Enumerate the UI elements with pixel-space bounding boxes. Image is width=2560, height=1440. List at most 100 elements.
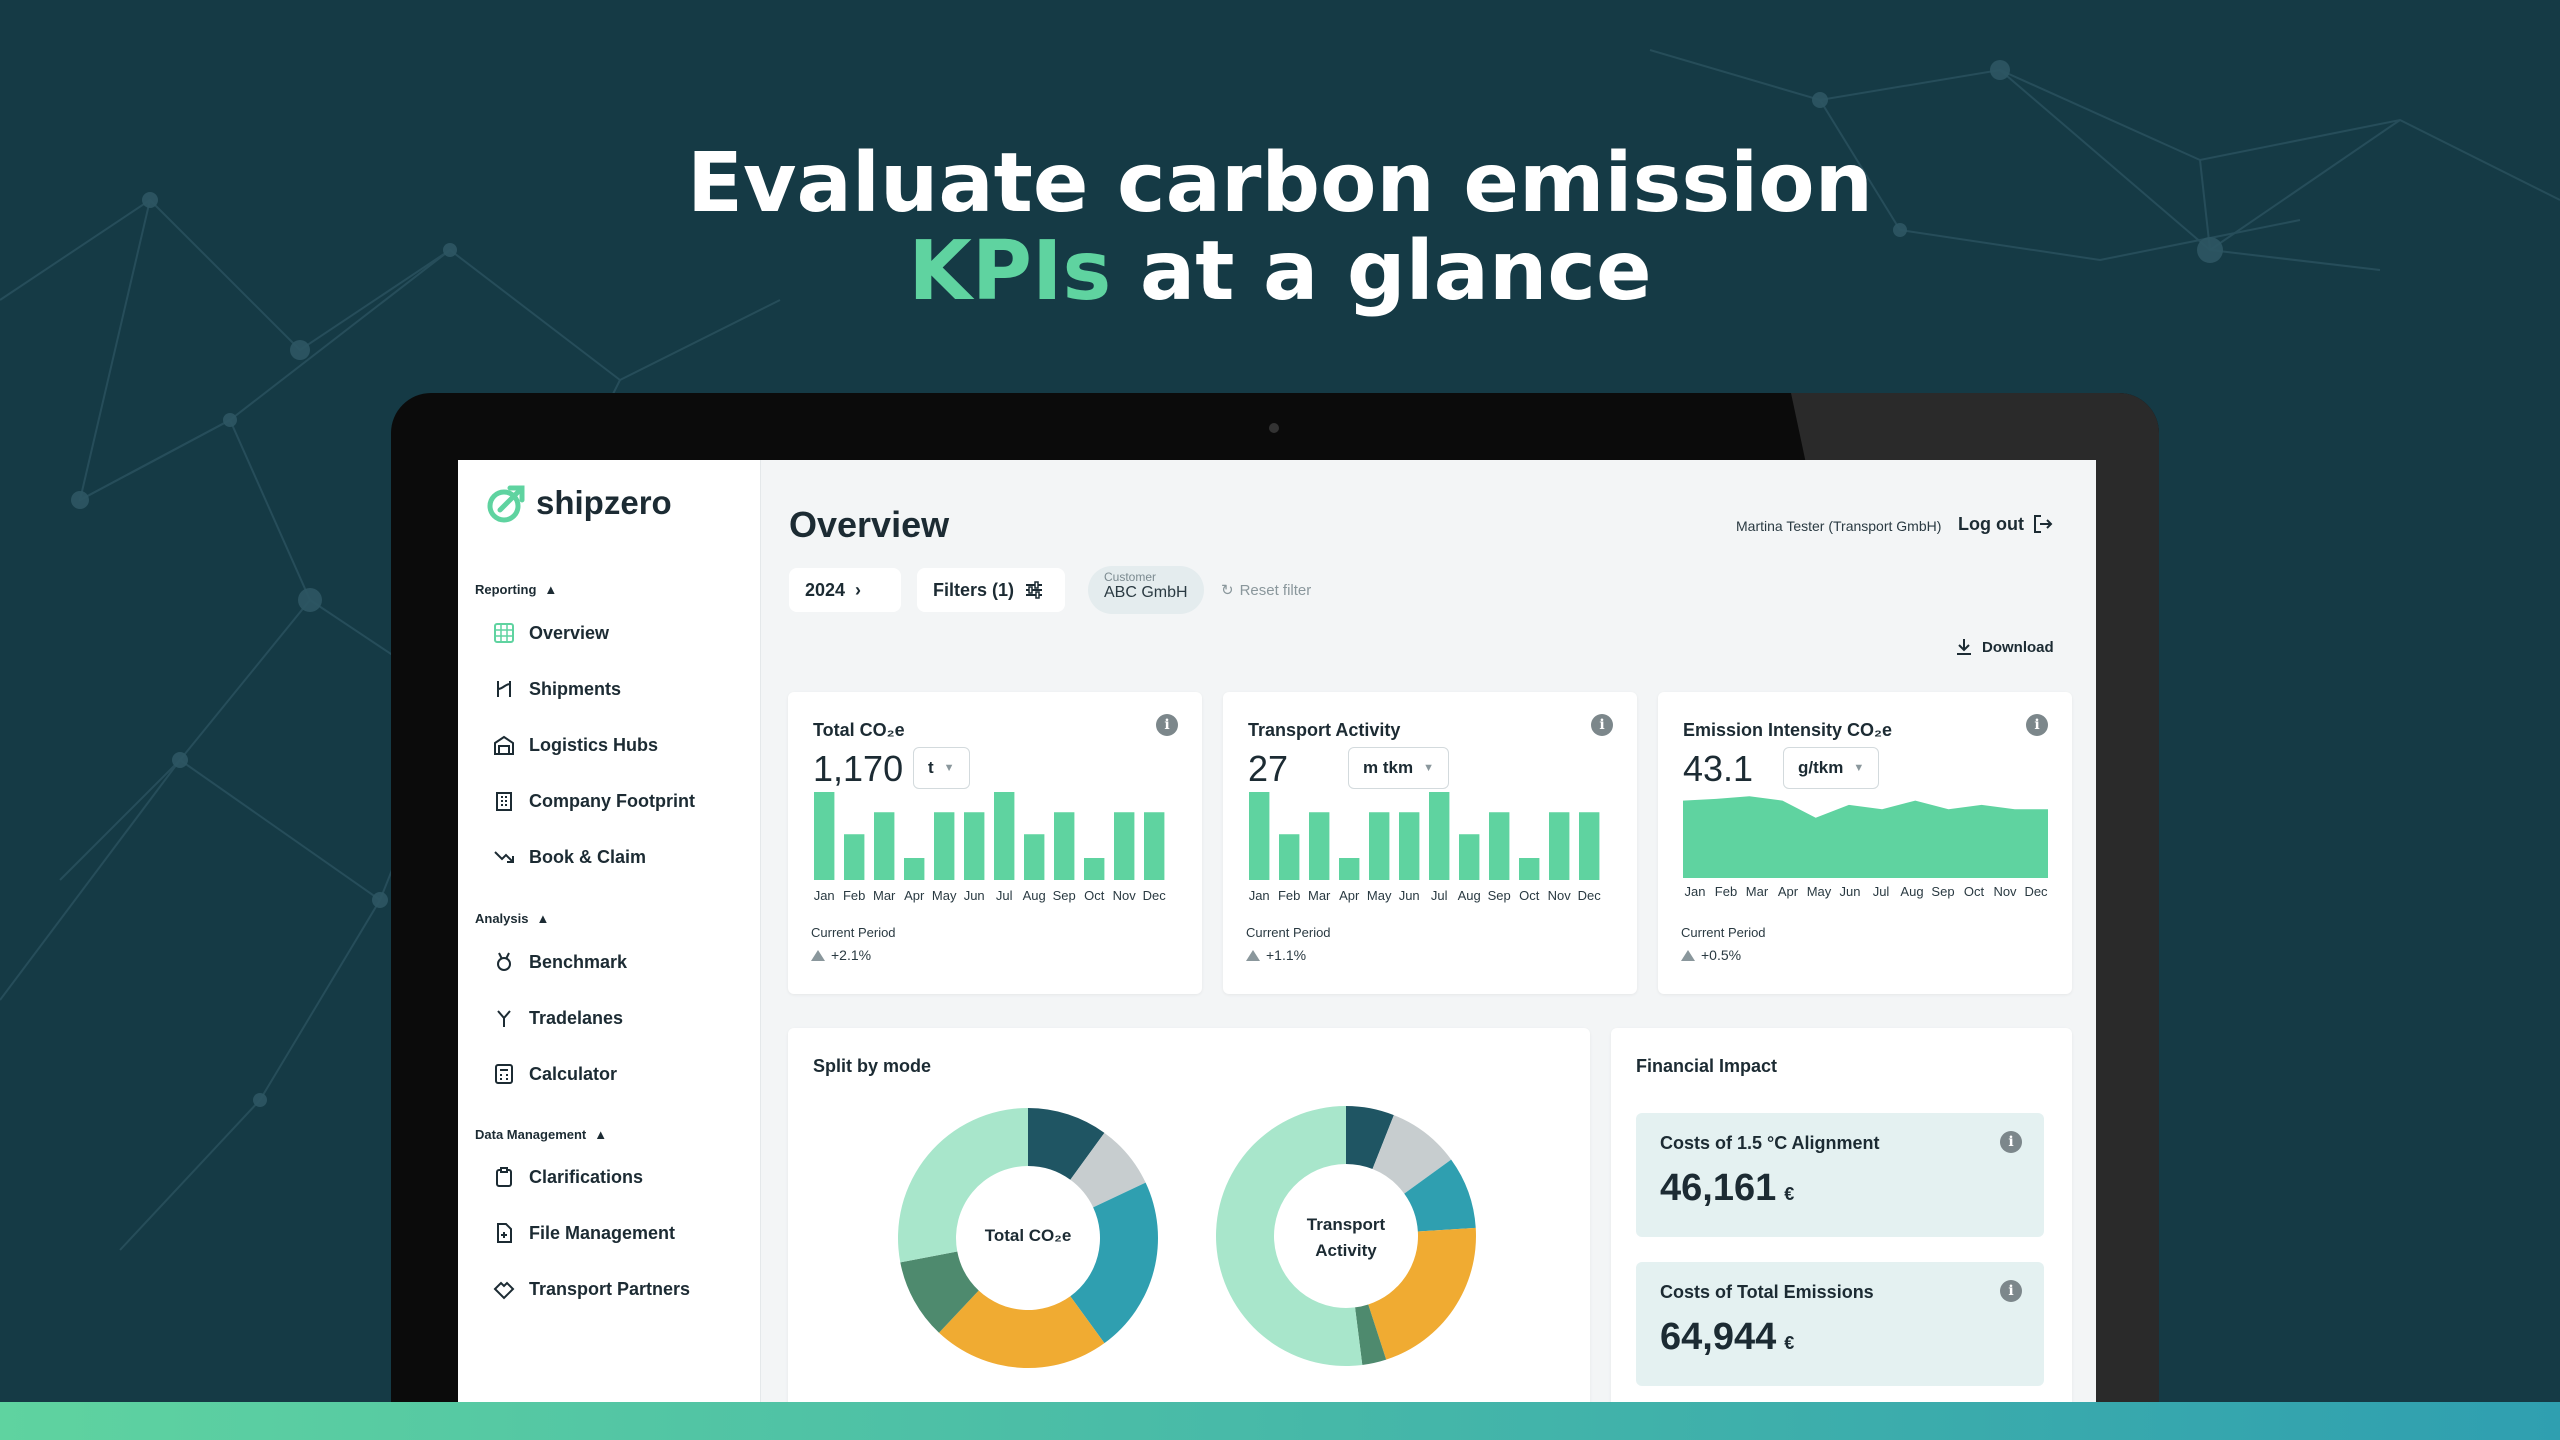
- donut-slice-0[interactable]: [1346, 1106, 1394, 1170]
- bar-dec[interactable]: [1144, 812, 1165, 880]
- sidebar-item-logistics-hubs[interactable]: Logistics Hubs: [493, 734, 658, 756]
- bar-may[interactable]: [934, 812, 955, 880]
- month-tick-label: Nov: [1113, 888, 1137, 903]
- bar-aug[interactable]: [1459, 834, 1480, 880]
- financial-item: Costs of Total Emissions i 64,944 €: [1636, 1262, 2044, 1386]
- donut-slice-0[interactable]: [1028, 1108, 1105, 1180]
- donut-label-transport-activity: Transport Activity: [1256, 1212, 1436, 1264]
- headline: Evaluate carbon emission KPIs at a glanc…: [0, 140, 2560, 316]
- bar-jul[interactable]: [994, 792, 1015, 880]
- bar-nov[interactable]: [1549, 812, 1570, 880]
- sidebar-item-overview[interactable]: Overview: [493, 622, 609, 644]
- financial-item-value: 64,944 €: [1660, 1316, 1794, 1359]
- bar-jun[interactable]: [964, 812, 985, 880]
- financial-item-value: 46,161 €: [1660, 1167, 1794, 1210]
- bar-jun[interactable]: [1399, 812, 1420, 880]
- financial-item-title: Costs of Total Emissions: [1660, 1282, 1874, 1302]
- donut-slice-2[interactable]: [1070, 1182, 1158, 1344]
- bar-aug[interactable]: [1024, 834, 1045, 880]
- info-icon[interactable]: i: [2000, 1280, 2022, 1302]
- customer-filter-chip[interactable]: Customer ABC GmbH: [1088, 566, 1204, 614]
- section-analysis[interactable]: Analysis ▲: [475, 911, 549, 926]
- delta-value: +1.1%: [1266, 947, 1307, 963]
- bar-sep[interactable]: [1489, 812, 1510, 880]
- download-label: Download: [1982, 638, 2054, 656]
- kpi-value: 1,170: [813, 748, 904, 789]
- bar-dec[interactable]: [1579, 812, 1600, 880]
- bar-feb[interactable]: [1279, 834, 1300, 880]
- chevron-up-icon: ▲: [536, 911, 550, 926]
- sidebar-item-shipments[interactable]: Shipments: [493, 678, 621, 700]
- month-tick-label: Aug: [1023, 888, 1046, 903]
- sidebar-item-benchmark[interactable]: Benchmark: [493, 951, 627, 973]
- logo[interactable]: shipzero: [486, 482, 672, 524]
- download-button[interactable]: Download: [1956, 638, 2054, 656]
- bar-apr[interactable]: [1339, 858, 1360, 880]
- unit-selector[interactable]: g/tkm ▼: [1783, 747, 1880, 789]
- unit-selector[interactable]: m tkm ▼: [1348, 747, 1449, 789]
- info-icon[interactable]: i: [1156, 714, 1178, 736]
- bar-feb[interactable]: [844, 834, 865, 880]
- donut-chart-total-co2e: [898, 1108, 1158, 1368]
- info-icon[interactable]: i: [2000, 1131, 2022, 1153]
- month-tick-label: Dec: [2024, 884, 2048, 899]
- bar-may[interactable]: [1369, 812, 1390, 880]
- bar-jan[interactable]: [814, 792, 835, 880]
- bar-mar[interactable]: [1309, 812, 1330, 880]
- split-by-mode-card: Split by mode Total CO₂e Transport Activ…: [788, 1028, 1590, 1402]
- customer-value: ABC GmbH: [1104, 584, 1188, 601]
- info-icon[interactable]: i: [1591, 714, 1613, 736]
- year-value: 2024: [805, 579, 846, 600]
- financial-value: 64,944: [1660, 1316, 1777, 1358]
- kpi-delta: +0.5%: [1681, 947, 1741, 963]
- sidebar-item-company-footprint[interactable]: Company Footprint: [493, 790, 695, 812]
- month-tick-label: May: [1367, 888, 1392, 903]
- donut-slice-4[interactable]: [1355, 1304, 1387, 1365]
- year-selector[interactable]: 2024 ›: [789, 568, 901, 612]
- bar-nov[interactable]: [1114, 812, 1135, 880]
- donut-slice-3[interactable]: [939, 1290, 1105, 1368]
- sidebar-item-book-claim[interactable]: Book & Claim: [493, 846, 646, 868]
- donut-slice-3[interactable]: [1368, 1227, 1476, 1360]
- donut-slice-1[interactable]: [1372, 1115, 1452, 1194]
- month-tick-label: Dec: [1143, 888, 1167, 903]
- logout-button[interactable]: Log out: [1958, 513, 2054, 535]
- reset-icon: ↻: [1221, 582, 1234, 599]
- donut-slice-4[interactable]: [900, 1251, 979, 1333]
- sidebar-item-label: Shipments: [529, 678, 622, 699]
- section-data-management[interactable]: Data Management ▲: [475, 1127, 607, 1142]
- filters-button[interactable]: Filters (1): [917, 568, 1065, 612]
- month-tick-label: Oct: [1964, 884, 1985, 899]
- donut-slice-5[interactable]: [1216, 1106, 1363, 1366]
- info-icon[interactable]: i: [2026, 714, 2048, 736]
- bar-oct[interactable]: [1519, 858, 1540, 880]
- sidebar-item-file-management[interactable]: File Management: [493, 1222, 675, 1244]
- reset-filter-button[interactable]: ↻ Reset filter: [1221, 581, 1311, 600]
- bar-jul[interactable]: [1429, 792, 1450, 880]
- donut-slice-1[interactable]: [1070, 1132, 1146, 1208]
- month-tick-label: Mar: [1746, 884, 1769, 899]
- bar-mar[interactable]: [874, 812, 895, 880]
- bar-sep[interactable]: [1054, 812, 1075, 880]
- sidebar-item-transport-partners[interactable]: Transport Partners: [493, 1278, 690, 1300]
- month-tick-label: Sep: [1488, 888, 1511, 903]
- bar-oct[interactable]: [1084, 858, 1105, 880]
- donut-slice-5[interactable]: [898, 1108, 1028, 1263]
- donut-chart-transport-activity: [1216, 1106, 1476, 1366]
- bar-jan[interactable]: [1249, 792, 1270, 880]
- kpi-title: Emission Intensity CO₂e: [1683, 720, 1893, 740]
- donut-slice-2[interactable]: [1404, 1159, 1476, 1232]
- month-tick-label: May: [1807, 884, 1832, 899]
- sidebar-item-calculator[interactable]: Calculator: [493, 1063, 617, 1085]
- unit-selector[interactable]: t ▼: [913, 747, 970, 789]
- section-reporting[interactable]: Reporting ▲: [475, 582, 557, 597]
- camera: [1269, 423, 1279, 433]
- sidebar-item-clarifications[interactable]: Clarifications: [493, 1166, 643, 1188]
- file-add-icon: [497, 1223, 512, 1243]
- sidebar-item-tradelanes[interactable]: Tradelanes: [493, 1007, 623, 1029]
- financial-item: Costs of 1.5 °C Alignment i 46,161 €: [1636, 1113, 2044, 1237]
- delta-value: +0.5%: [1701, 947, 1742, 963]
- page-title: Overview: [789, 504, 950, 545]
- kpi-area-chart: Jan Feb Mar Apr May Jun Jul Aug Sep Oct Nov Dec: [1683, 796, 2048, 899]
- bar-apr[interactable]: [904, 858, 925, 880]
